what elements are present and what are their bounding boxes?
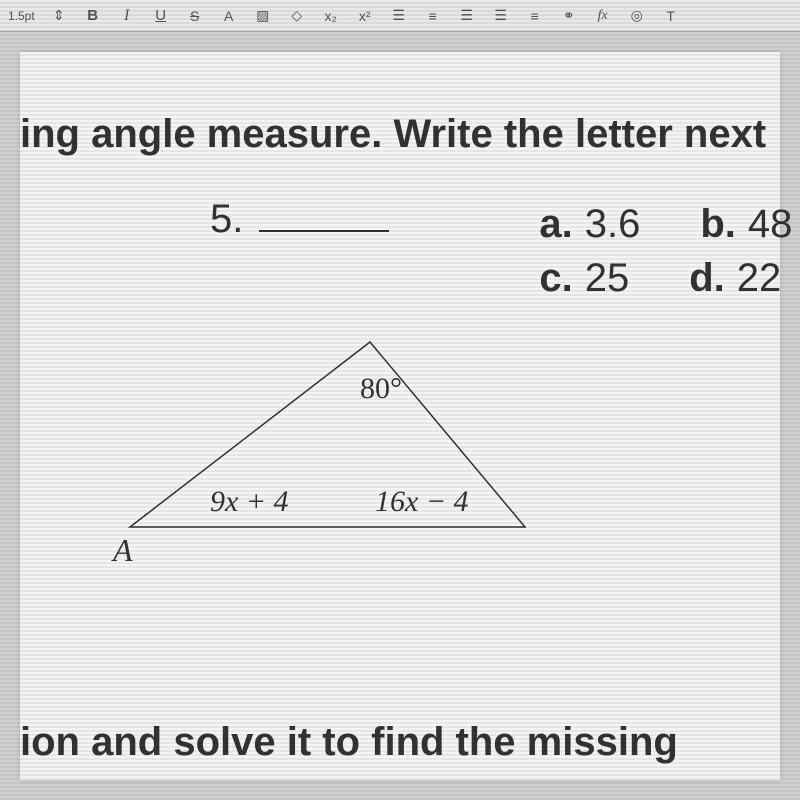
target-icon[interactable]: ◎: [627, 7, 647, 24]
bottom-instruction-heading: ion and solve it to find the missing: [20, 720, 780, 765]
problem-number: 5.: [210, 197, 243, 242]
apex-angle-label: 80°: [360, 372, 402, 406]
font-size-stepper-icon[interactable]: ⇕: [49, 7, 69, 24]
italic-button[interactable]: I: [117, 7, 137, 25]
option-a-value: 3.6: [585, 197, 641, 251]
option-d-letter: d.: [689, 251, 725, 305]
document-page: ing angle measure. Write the letter next…: [20, 52, 780, 780]
triangle-diagram: 80° 9x + 4 16x − 4 A: [80, 332, 540, 572]
align-justify-icon[interactable]: ☰: [491, 7, 511, 24]
answer-options: a. 3.6 b. 48 c. 25 d. 22: [539, 197, 792, 305]
align-right-icon[interactable]: ☰: [457, 7, 477, 24]
option-b-value: 48: [748, 197, 793, 251]
instruction-heading: ing angle measure. Write the letter next: [20, 112, 780, 157]
option-d: d. 22: [689, 251, 781, 305]
link-icon[interactable]: ⚭: [559, 7, 579, 24]
align-center-icon[interactable]: ≡: [423, 8, 443, 24]
option-d-value: 22: [737, 251, 782, 305]
left-angle-expression: 9x + 4: [210, 485, 289, 519]
option-b: b. 48: [700, 197, 792, 251]
superscript-button[interactable]: x²: [355, 8, 375, 24]
text-tool-icon[interactable]: T: [661, 8, 681, 24]
triangle-svg: [80, 332, 540, 572]
underline-button[interactable]: U: [151, 7, 171, 24]
list-icon[interactable]: ≡: [525, 8, 545, 24]
text-color-button[interactable]: A: [219, 8, 239, 24]
answer-blank-line: [259, 202, 389, 232]
problem-row: 5. a. 3.6 b. 48 c. 25: [20, 197, 780, 305]
option-a: a. 3.6: [539, 197, 640, 251]
bold-button[interactable]: B: [83, 7, 103, 24]
option-c-letter: c.: [539, 251, 572, 305]
vertex-a-label: A: [113, 532, 133, 569]
subscript-button[interactable]: x₂: [321, 8, 341, 24]
strikethrough-button[interactable]: S: [185, 8, 205, 24]
option-c-value: 25: [585, 251, 630, 305]
option-c: c. 25: [539, 251, 629, 305]
problem-number-area: 5.: [210, 197, 389, 242]
function-icon[interactable]: fx: [593, 8, 613, 24]
highlight-button[interactable]: ▨: [253, 7, 273, 24]
right-angle-expression: 16x − 4: [375, 485, 469, 519]
option-a-letter: a.: [539, 197, 572, 251]
option-b-letter: b.: [700, 197, 736, 251]
document-canvas: ing angle measure. Write the letter next…: [0, 32, 800, 800]
paint-format-icon[interactable]: ◇: [287, 7, 307, 24]
formatting-toolbar: 1.5pt ⇕ B I U S A ▨ ◇ x₂ x² ☰ ≡ ☰ ☰ ≡ ⚭ …: [0, 0, 800, 32]
font-size-selector[interactable]: 1.5pt: [8, 9, 35, 23]
align-left-icon[interactable]: ☰: [389, 7, 409, 24]
